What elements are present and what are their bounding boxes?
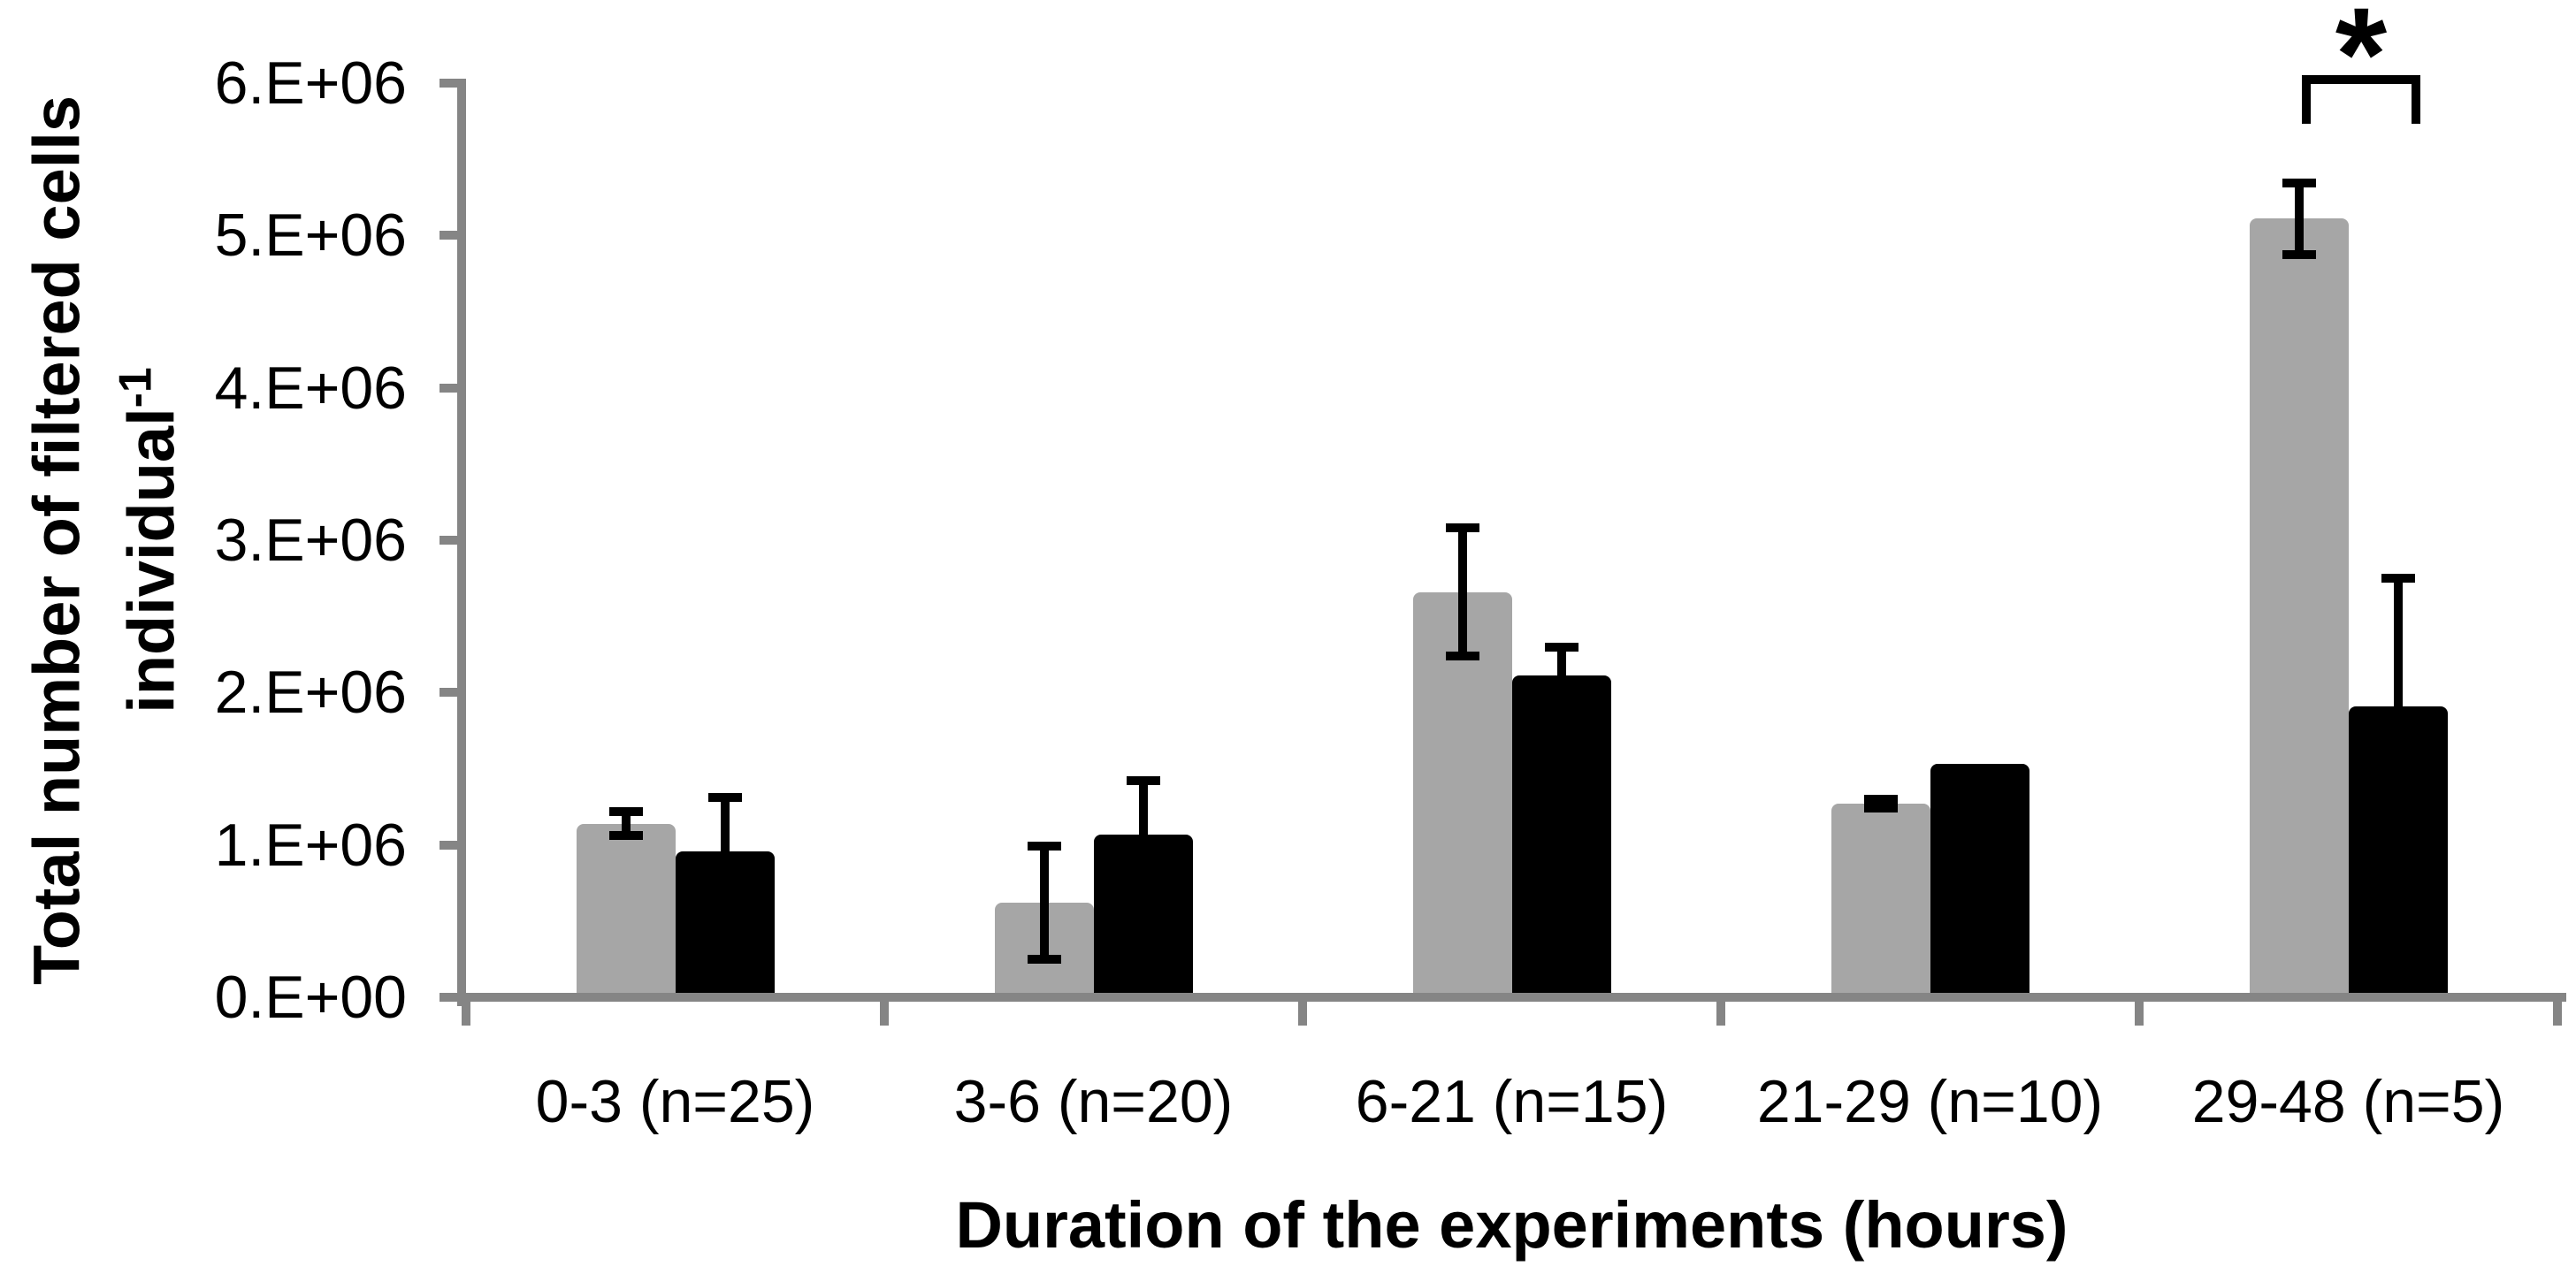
error-bar-cap-top — [1544, 642, 1578, 652]
error-bar-stem — [1876, 798, 1885, 809]
bar-black — [1093, 834, 1193, 997]
bar-gray — [576, 823, 676, 997]
x-tick-label: 21-29 (n=10) — [1756, 1068, 2104, 1135]
significance-asterisk: * — [2335, 0, 2388, 128]
y-axis-tick — [440, 536, 466, 545]
y-axis-tick — [440, 688, 466, 698]
y-axis-tick — [440, 993, 466, 1002]
error-bar-stem — [621, 811, 631, 836]
x-tick-label: 3-6 (n=20) — [953, 1068, 1234, 1135]
error-bar-cap-top — [1126, 776, 1160, 786]
error-bar-cap-top — [1445, 523, 1479, 533]
error-bar-cap-bottom — [1863, 804, 1898, 813]
bar-black — [675, 851, 775, 997]
x-tick-label: 29-48 (n=5) — [2191, 1068, 2505, 1135]
error-bar-cap-top — [2282, 178, 2316, 187]
y-tick-label: 6.E+06 — [214, 50, 407, 117]
x-axis-tick — [462, 997, 470, 1026]
y-tick-label: 5.E+06 — [214, 202, 407, 270]
error-bar-stem — [1556, 646, 1566, 676]
x-tick-label: 0-3 (n=25) — [535, 1068, 815, 1135]
x-axis-line — [457, 993, 2566, 1002]
significance-bracket — [2302, 75, 2420, 124]
x-axis-tick — [880, 997, 889, 1026]
y-axis-line — [457, 83, 466, 1006]
error-bar-cap-bottom — [608, 831, 643, 841]
error-bar-cap-top — [2381, 574, 2415, 584]
y-tick-label: 2.E+06 — [214, 659, 407, 727]
bar-black — [1511, 675, 1611, 997]
y-axis-tick — [440, 79, 466, 88]
error-bar-stem — [1039, 846, 1049, 959]
error-bar-stem — [1457, 528, 1467, 656]
error-bar-cap-bottom — [1027, 954, 1061, 964]
bar-gray — [1831, 804, 1930, 997]
y-axis-tick — [440, 231, 466, 240]
error-bar-stem — [2294, 182, 2304, 255]
error-bar-cap-top — [608, 806, 643, 816]
error-bar-stem — [2393, 578, 2403, 706]
y-tick-label: 4.E+06 — [214, 354, 407, 422]
y-tick-label: 1.E+06 — [214, 811, 407, 879]
x-tick-label: 6-21 (n=15) — [1355, 1068, 1669, 1135]
error-bar-cap-bottom — [2282, 249, 2316, 259]
x-axis-tick — [2553, 997, 2562, 1026]
bar-black — [2348, 706, 2448, 997]
y-tick-label: 0.E+00 — [214, 964, 407, 1031]
y-tick-label: 3.E+06 — [214, 507, 407, 574]
error-bar-stem — [1138, 781, 1148, 835]
bar-black — [1930, 764, 2029, 997]
x-axis-title: Duration of the experiments (hours) — [955, 1188, 2068, 1262]
x-axis-tick — [1298, 997, 1307, 1026]
error-bar-cap-top — [1027, 842, 1061, 851]
y-axis-tick — [440, 840, 466, 850]
error-bar-cap-bottom — [1445, 651, 1479, 660]
error-bar-stem — [720, 797, 730, 851]
y-axis-tick — [440, 383, 466, 393]
x-axis-tick — [2135, 997, 2144, 1026]
error-bar-cap-top — [707, 793, 742, 803]
bar-gray — [2249, 218, 2349, 997]
x-axis-tick — [1716, 997, 1725, 1026]
error-bar-cap-top — [1863, 794, 1898, 804]
